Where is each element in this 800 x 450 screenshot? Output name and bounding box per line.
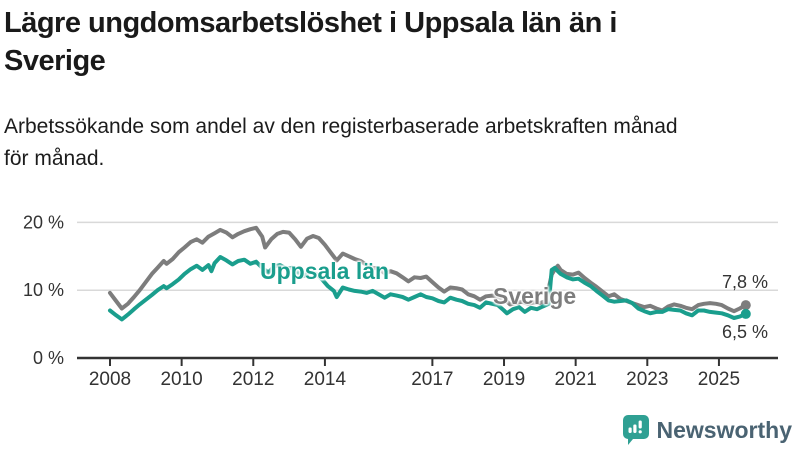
chart-subtitle-line2: för månad. (4, 147, 105, 170)
newsworthy-wordmark: Newsworthy (656, 417, 792, 443)
x-tick-label: 2017 (411, 369, 453, 390)
end-value-label-uppsala: 6,5 % (721, 322, 768, 342)
x-tick-label: 2025 (698, 369, 740, 390)
newsworthy-logo: Newsworthy (622, 414, 792, 446)
y-tick-label: 10 % (23, 280, 64, 300)
end-value-label-sverige: 7,8 % (721, 272, 768, 292)
series-line-uppsala-län (108, 255, 748, 322)
y-tick-label: 20 % (23, 212, 64, 232)
chart-subtitle-line1: Arbetssökande som andel av den registerb… (4, 115, 678, 138)
newsworthy-chart-bubble-icon (622, 414, 649, 445)
chart-subtitle: Arbetssökande som andel av den registerb… (4, 111, 796, 175)
end-dot-sverige (740, 300, 751, 311)
chart-title-line1: Lägre ungdomsarbetslöshet i Uppsala län … (4, 7, 617, 39)
series-label-sverige: Sverige (493, 283, 577, 309)
x-tick-label: 2014 (304, 369, 347, 390)
x-tick-label: 2012 (232, 369, 274, 390)
x-tick-label: 2008 (89, 369, 131, 390)
series-label-uppsala: Uppsala län (260, 258, 390, 284)
series-line-sverige (108, 225, 748, 314)
x-tick-label: 2010 (160, 369, 202, 390)
end-dot-uppsala-län (740, 308, 751, 319)
y-tick-label: 0 % (33, 348, 64, 368)
chart-title-line2: Sverige (4, 45, 106, 77)
x-tick-label: 2019 (483, 369, 525, 390)
x-tick-label: 2021 (555, 369, 597, 390)
chart-title: Lägre ungdomsarbetslöshet i Uppsala län … (4, 4, 796, 80)
x-tick-label: 2023 (626, 369, 668, 390)
